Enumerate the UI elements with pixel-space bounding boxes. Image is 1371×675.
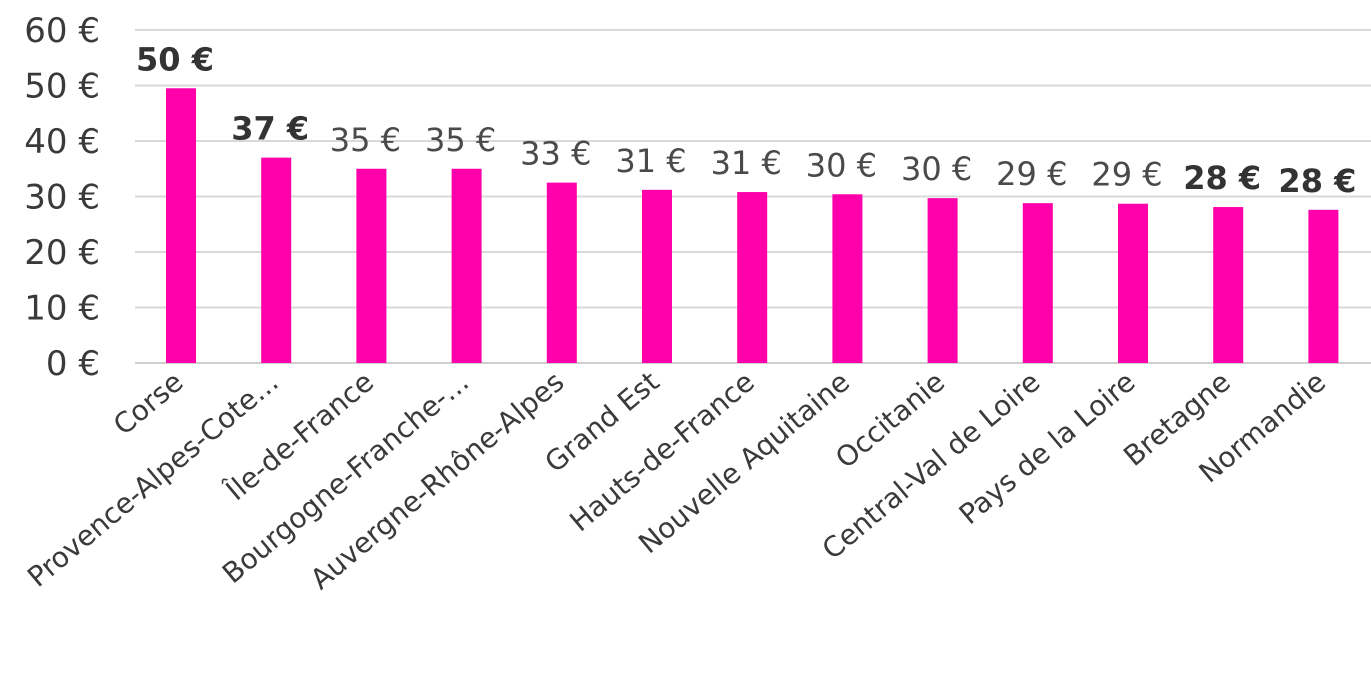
y-tick-label: 20 € [24,233,100,273]
data-label: 33 € [520,135,591,173]
bar [927,198,958,363]
bar [1118,203,1148,363]
bar [1213,207,1244,363]
y-tick-label: 0 € [46,344,100,384]
data-label: 28 € [1278,162,1356,200]
data-label: 29 € [996,155,1067,193]
data-label: 28 € [1183,159,1261,197]
category-labels: CorseProvence-Alpes-Cote...Île-de-France… [21,364,1332,596]
data-label: 35 € [425,121,496,159]
y-tick-label: 30 € [24,178,100,218]
bar [1308,209,1339,363]
bar [1022,203,1053,363]
bar [166,88,196,364]
data-label: 29 € [1091,156,1162,194]
bar [832,194,863,363]
bar [261,157,292,363]
y-tick-label: 10 € [24,289,100,329]
bar [356,168,387,363]
y-tick-label: 40 € [24,122,100,162]
y-tick-label: 60 € [24,11,100,51]
bar [451,168,482,363]
bar [737,192,768,363]
bars [166,88,1339,364]
bar [642,189,672,363]
y-axis-ticks: 0 € 10 € 20 € 30 € 40 € 50 € 60 € [24,11,100,384]
data-label: 37 € [231,110,309,148]
x-tick-label: Corse [107,365,190,442]
data-label: 50 € [136,40,214,78]
y-tick-label: 50 € [24,67,100,107]
value-labels: 50 € 37 € 35 € 35 € 33 € 31 € 31 € 30 € 30 € 29 €… [136,40,1356,200]
x-tick-label: Pays de la Loire [953,365,1142,531]
data-label: 30 € [806,146,877,184]
bar [546,182,577,363]
data-label: 30 € [901,150,972,188]
data-label: 31 € [711,144,782,182]
data-label: 35 € [330,121,401,159]
data-label: 31 € [615,142,686,180]
